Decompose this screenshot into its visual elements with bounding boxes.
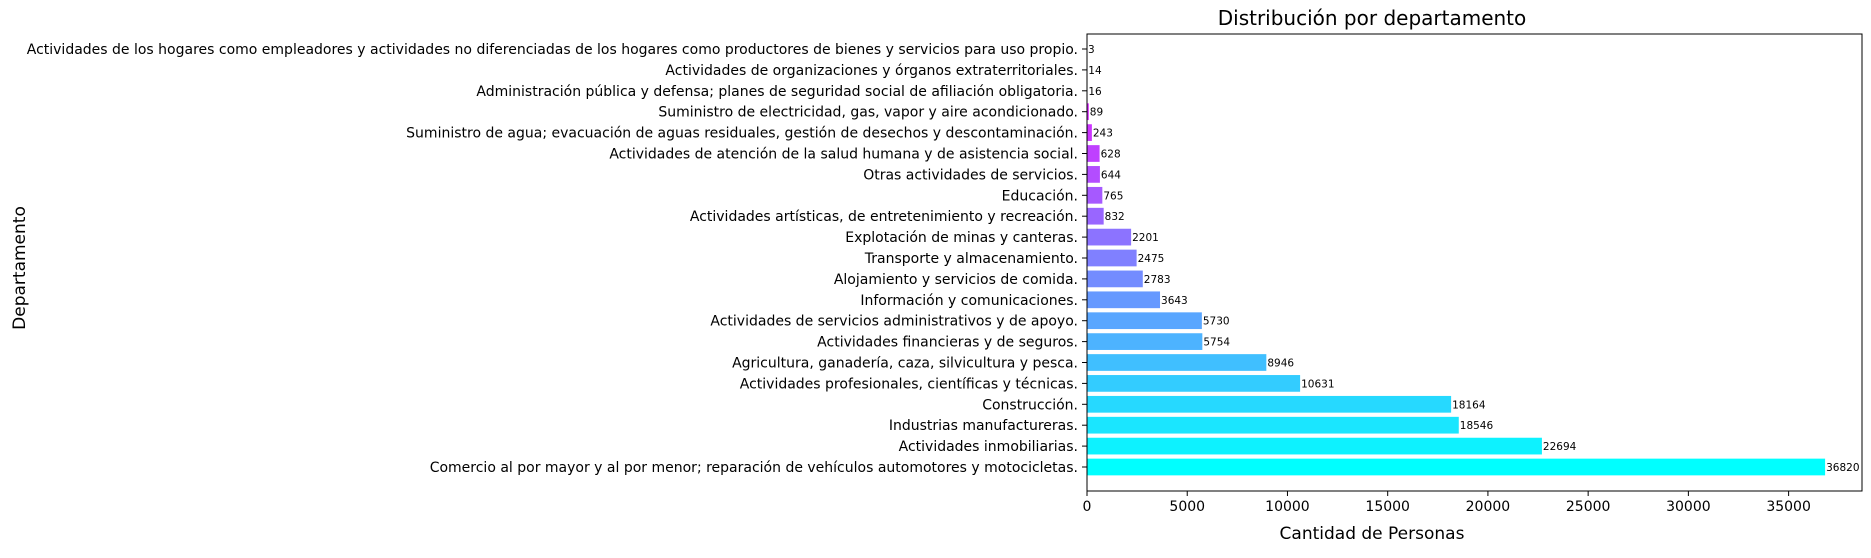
x-tick-label: 30000 bbox=[1666, 499, 1711, 515]
bar bbox=[1087, 333, 1202, 350]
category-label: Agricultura, ganadería, caza, silvicultu… bbox=[732, 356, 1078, 372]
category-label: Actividades artísticas, de entretenimien… bbox=[690, 209, 1078, 225]
x-tick-label: 20000 bbox=[1466, 499, 1511, 515]
bar-value-label: 2201 bbox=[1132, 232, 1159, 244]
bar-value-label: 10631 bbox=[1301, 378, 1334, 390]
category-label: Actividades de atención de la salud huma… bbox=[609, 147, 1078, 163]
bar-value-label: 5730 bbox=[1203, 316, 1230, 328]
bar bbox=[1087, 229, 1131, 246]
x-tick-label: 35000 bbox=[1766, 499, 1811, 515]
bar-value-label: 832 bbox=[1105, 211, 1125, 223]
bar bbox=[1087, 417, 1459, 434]
bar-value-label: 628 bbox=[1101, 149, 1121, 161]
bar-value-label: 18546 bbox=[1460, 420, 1494, 432]
category-label: Actividades de servicios administrativos… bbox=[710, 314, 1078, 330]
bar bbox=[1087, 354, 1266, 371]
bar bbox=[1087, 291, 1160, 308]
bar bbox=[1087, 166, 1100, 183]
bar-value-label: 3643 bbox=[1161, 295, 1188, 307]
bar-value-label: 8946 bbox=[1267, 358, 1294, 370]
category-label: Actividades profesionales, científicas y… bbox=[740, 376, 1078, 392]
bar bbox=[1087, 208, 1104, 225]
chart-title: Distribución por departamento bbox=[1218, 6, 1527, 30]
x-tick-label: 5000 bbox=[1169, 499, 1205, 515]
category-label: Actividades de los hogares como empleado… bbox=[27, 42, 1078, 58]
bar-value-label: 16 bbox=[1088, 86, 1102, 98]
bar-value-label: 2783 bbox=[1144, 274, 1171, 286]
bar-value-label: 22694 bbox=[1543, 441, 1577, 453]
bar-value-label: 14 bbox=[1088, 65, 1102, 77]
category-label: Construcción. bbox=[982, 397, 1078, 413]
x-tick-label: 0 bbox=[1083, 499, 1092, 515]
category-label: Alojamiento y servicios de comida. bbox=[834, 272, 1078, 288]
x-axis-label: Cantidad de Personas bbox=[1280, 524, 1465, 544]
category-label: Transporte y almacenamiento. bbox=[864, 251, 1078, 267]
bar-value-label: 765 bbox=[1103, 190, 1123, 202]
bar bbox=[1087, 438, 1542, 455]
bar-value-label: 2475 bbox=[1138, 253, 1165, 265]
category-label: Suministro de agua; evacuación de aguas … bbox=[406, 126, 1078, 142]
bar bbox=[1087, 459, 1825, 476]
bar bbox=[1087, 375, 1300, 392]
category-label: Explotación de minas y canteras. bbox=[845, 230, 1078, 246]
x-tick-label: 15000 bbox=[1365, 499, 1410, 515]
bar bbox=[1087, 312, 1202, 329]
bar-value-label: 3 bbox=[1088, 44, 1095, 56]
bar bbox=[1087, 145, 1100, 162]
bar bbox=[1087, 396, 1451, 413]
bar-value-label: 36820 bbox=[1826, 462, 1859, 474]
bar-value-label: 644 bbox=[1101, 169, 1121, 181]
x-tick-label: 25000 bbox=[1566, 499, 1611, 515]
y-axis-label: Departamento bbox=[10, 206, 30, 330]
bar bbox=[1087, 250, 1137, 267]
x-ticks-layer: 0 5000 10000 15000 20000 25000 30000 35000 bbox=[1083, 491, 1811, 515]
category-label: Actividades inmobiliarias. bbox=[899, 439, 1078, 455]
category-label: Educación. bbox=[1002, 188, 1078, 204]
bar-value-label: 18164 bbox=[1452, 399, 1486, 411]
category-label: Comercio al por mayor y al por menor; re… bbox=[430, 460, 1078, 476]
category-label: Actividades financieras y de seguros. bbox=[817, 335, 1078, 351]
category-label: Otras actividades de servicios. bbox=[863, 167, 1078, 183]
category-label: Industrias manufactureras. bbox=[889, 418, 1078, 434]
bar bbox=[1087, 124, 1092, 141]
bar bbox=[1087, 271, 1143, 288]
x-tick-label: 10000 bbox=[1265, 499, 1310, 515]
category-label: Administración pública y defensa; planes… bbox=[476, 84, 1078, 100]
bar-value-label: 5754 bbox=[1203, 337, 1230, 349]
category-label: Suministro de electricidad, gas, vapor y… bbox=[658, 105, 1078, 121]
bar-value-label: 243 bbox=[1093, 128, 1113, 140]
bar bbox=[1087, 187, 1102, 204]
bar-value-label: 89 bbox=[1090, 107, 1103, 119]
category-label: Actividades de organizaciones y órganos … bbox=[665, 63, 1078, 79]
category-label: Información y comunicaciones. bbox=[860, 293, 1078, 309]
category-labels-layer: Comercio al por mayor y al por menor; re… bbox=[27, 42, 1087, 476]
